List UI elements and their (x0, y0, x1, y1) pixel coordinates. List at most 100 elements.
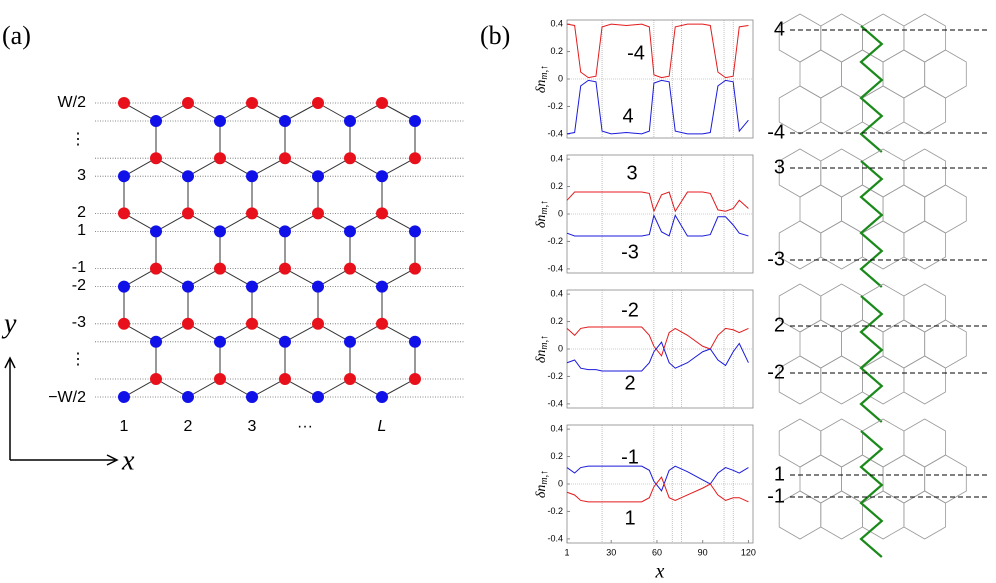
series-line (566, 326, 749, 357)
bond (219, 102, 253, 122)
hexagon (820, 148, 863, 198)
atom (150, 262, 162, 275)
atom (409, 262, 421, 275)
bond (219, 378, 253, 398)
bond (187, 378, 221, 398)
y-tick-label: -0.4 (547, 398, 563, 408)
series-label: -3 (621, 241, 639, 263)
y-tick-label: -0.4 (547, 263, 563, 273)
y-label-main: δn (534, 350, 549, 364)
hexagon (778, 418, 822, 468)
bond (381, 157, 416, 177)
axis-name: x (121, 445, 135, 476)
hexagon (903, 85, 946, 135)
series-line (566, 79, 749, 135)
series-label: -2 (621, 299, 639, 321)
atom (214, 115, 226, 127)
axis-name: y (1, 308, 17, 339)
y-label-sub: m,↑ (539, 335, 550, 350)
bond (349, 323, 383, 343)
bond (155, 378, 189, 398)
hexagon (882, 184, 926, 234)
column-label: 1 (120, 418, 129, 435)
column-label: 2 (184, 418, 193, 435)
hexagon (924, 49, 967, 99)
x-label: x (655, 561, 665, 583)
row-label: ⋮ (70, 131, 86, 148)
bond (219, 323, 253, 343)
atom (182, 207, 194, 220)
ribbon (778, 418, 967, 558)
row-label: −W/2 (48, 389, 86, 406)
bond (381, 378, 416, 398)
hexagon (820, 283, 863, 333)
bond (155, 102, 189, 122)
y-tick-label: -0.4 (547, 533, 563, 543)
bond (381, 268, 416, 288)
y-tick-label: -0.2 (547, 506, 563, 516)
bond (251, 323, 286, 343)
atom (376, 317, 388, 330)
atom (409, 335, 421, 348)
x-tick-label: 60 (652, 547, 662, 557)
hexagon (778, 85, 822, 135)
series-line (566, 191, 749, 213)
ribbon (778, 148, 967, 288)
bond (251, 212, 286, 232)
x-tick-label: 90 (698, 547, 708, 557)
bond (381, 212, 416, 232)
atom (246, 97, 258, 109)
bond (187, 268, 221, 288)
atom (344, 152, 356, 165)
bond (349, 378, 383, 398)
bond (284, 157, 319, 177)
hexagon (903, 283, 946, 333)
atom (118, 207, 130, 220)
atom (150, 115, 162, 127)
bond (251, 157, 286, 177)
hexagon (903, 418, 946, 468)
y-label: δnm,↑ (534, 200, 550, 228)
bond (317, 102, 351, 122)
bond (123, 102, 157, 122)
boundary-label: 3 (774, 156, 785, 178)
row-label: W/2 (58, 94, 87, 111)
series-label: -4 (627, 42, 645, 64)
atom (118, 97, 130, 109)
bond (123, 323, 157, 343)
bond (317, 323, 351, 343)
bond (251, 268, 286, 288)
atom (214, 152, 226, 165)
boundary-label: -3 (767, 248, 785, 270)
bond (349, 157, 383, 177)
y-tick-label: -0.2 (547, 371, 563, 381)
hexagon (903, 355, 946, 405)
y-label-sub: m,↑ (539, 470, 550, 485)
y-tick-label: 0 (558, 343, 563, 353)
bond (349, 268, 383, 288)
y-tick-label: 0.2 (550, 451, 563, 461)
y-tick-label: 0.4 (550, 423, 563, 433)
row-label: -1 (72, 259, 86, 276)
y-tick-label: 0.2 (550, 181, 563, 191)
bond (123, 268, 157, 288)
bond (381, 323, 416, 343)
atom (214, 225, 226, 238)
hexagon (778, 220, 822, 270)
zigzag-edge (859, 160, 884, 288)
row-label: -2 (72, 277, 86, 294)
hexagon (903, 490, 946, 540)
atom (118, 170, 130, 183)
zigzag-edge (859, 295, 884, 423)
series-label: 1 (624, 507, 635, 529)
atom (182, 170, 194, 183)
bond (251, 378, 286, 398)
bond (284, 378, 319, 398)
atom (246, 280, 258, 293)
bond (155, 157, 189, 177)
hexagon (778, 355, 822, 405)
y-tick-label: -0.2 (547, 236, 563, 246)
column-label: 3 (248, 418, 257, 435)
series-line (566, 476, 749, 503)
hexagon (882, 319, 926, 369)
